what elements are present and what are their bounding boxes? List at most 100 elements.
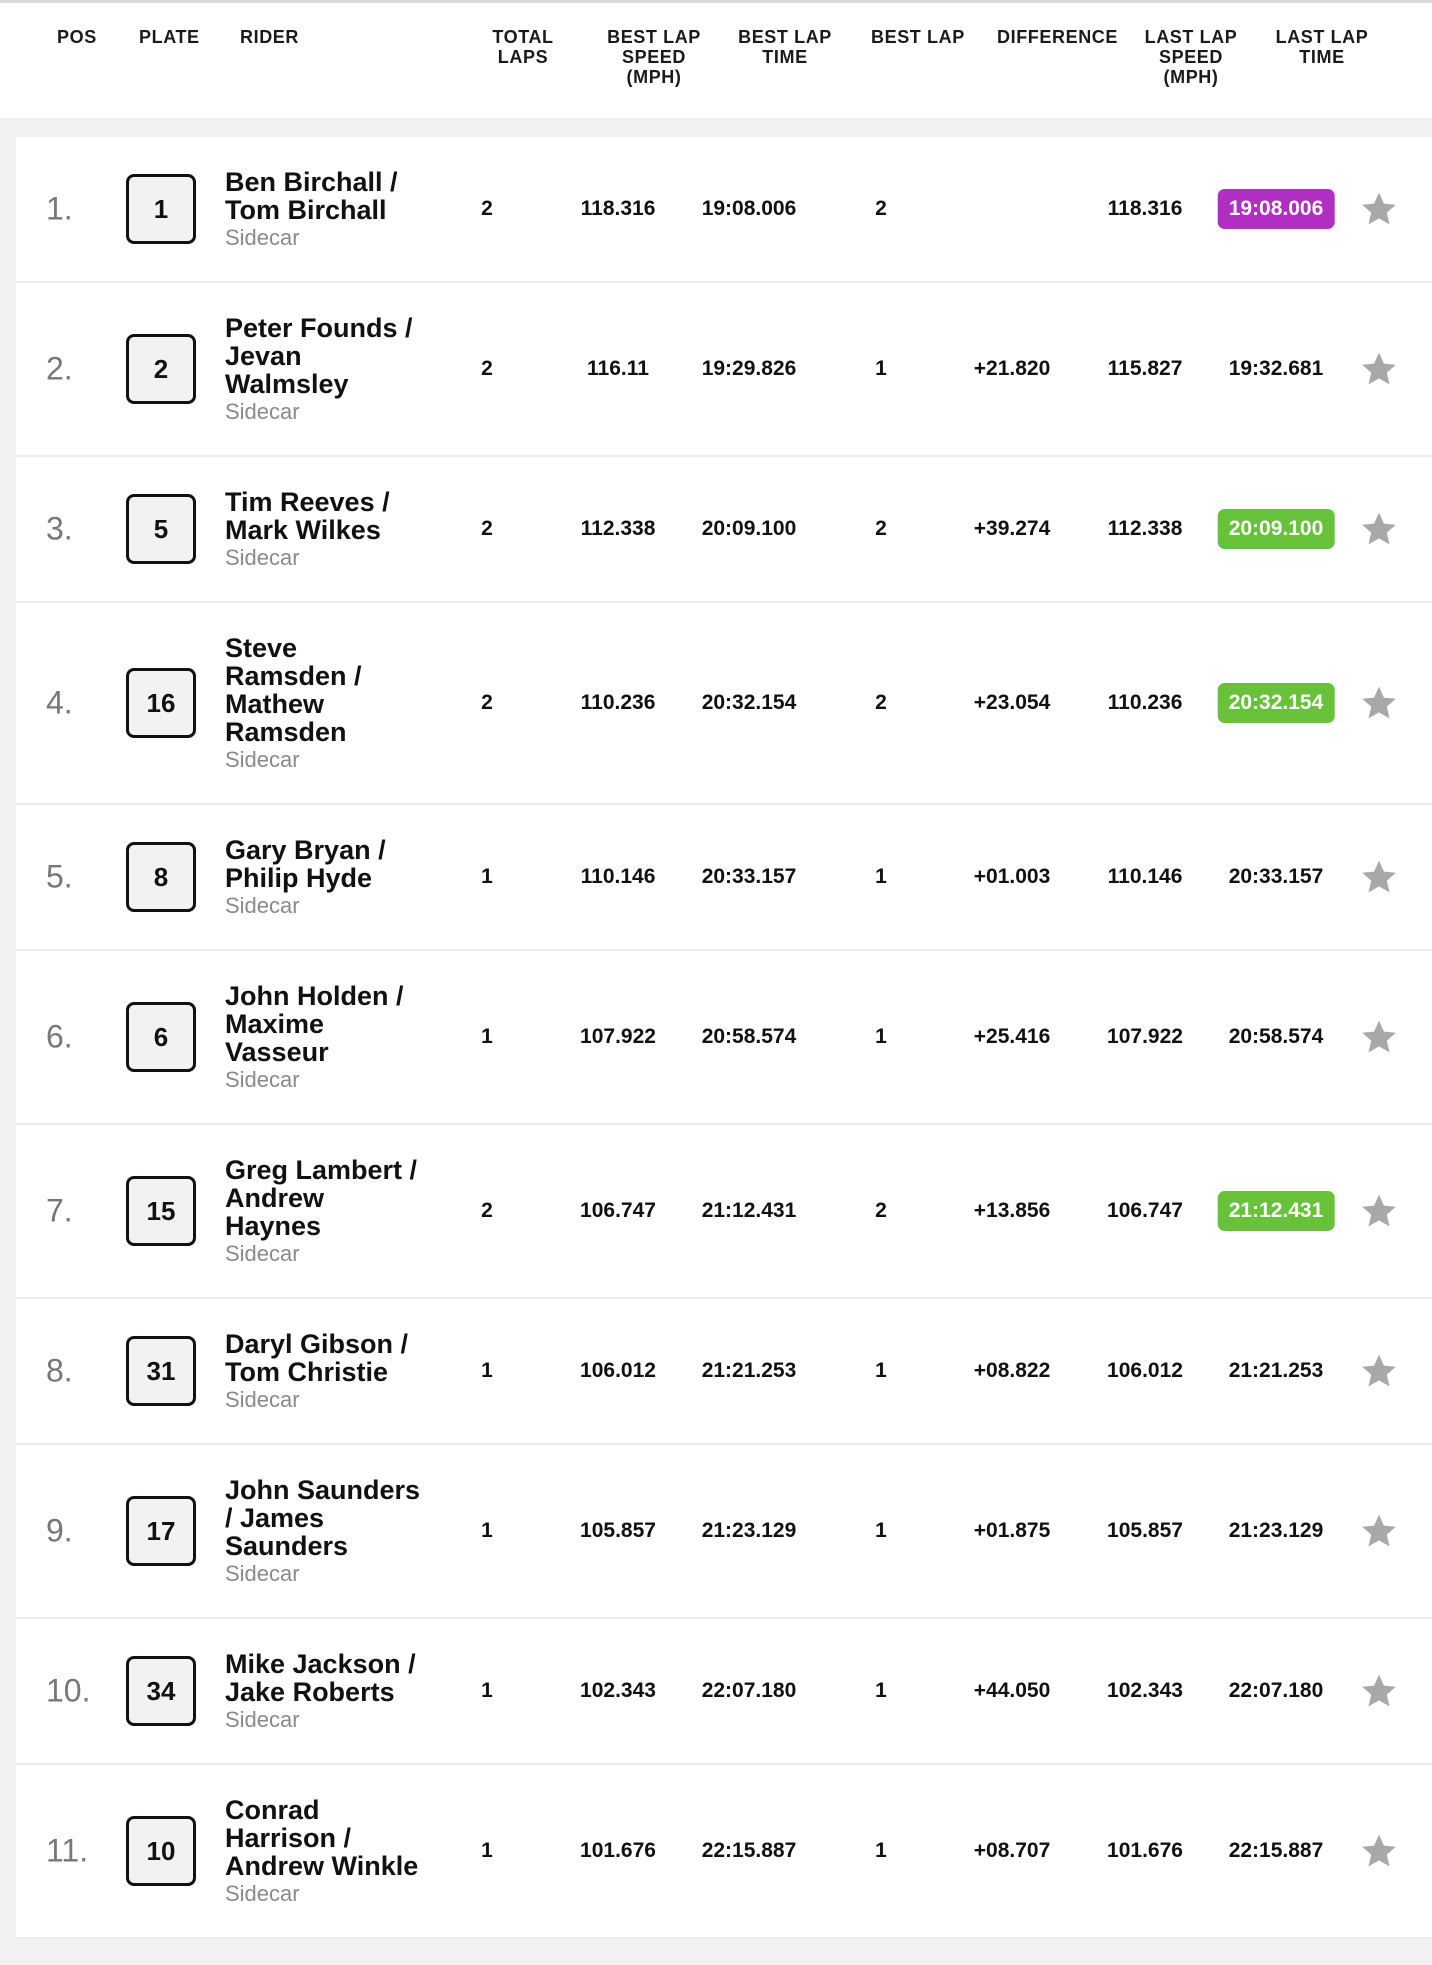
star-icon[interactable] [1359, 1831, 1399, 1871]
rider-cell: Mike Jackson / Jake Roberts Sidecar [225, 1650, 440, 1732]
star-icon[interactable] [1359, 857, 1399, 897]
last-lap-time: 19:08.006 [1217, 189, 1335, 229]
table-header: POS PLATE RIDER TOTAL LAPS BEST LAP SPEE… [0, 3, 1432, 118]
rider-class: Sidecar [225, 747, 300, 772]
best-lap-speed: 105.857 [580, 1519, 656, 1542]
plate-number: 5 [126, 494, 196, 564]
table-row[interactable]: 1. 1 Ben Birchall / Tom Birchall Sidecar 2 118… [16, 137, 1432, 283]
table-row[interactable]: 3. 5 Tim Reeves / Mark Wilkes Sidecar 2 112.33… [16, 457, 1432, 603]
top-divider [0, 0, 1432, 3]
rider-class: Sidecar [225, 1067, 300, 1092]
difference: +39.274 [973, 517, 1051, 540]
table-row[interactable]: 2. 2 Peter Founds / Jevan Walmsley Sidecar 2 11… [16, 283, 1432, 457]
total-laps: 1 [481, 865, 493, 888]
header-rider: RIDER [240, 27, 300, 47]
best-lap: 1 [875, 1679, 887, 1702]
best-lap-time: 19:29.826 [701, 357, 797, 380]
table-row[interactable]: 10. 34 Mike Jackson / Jake Roberts Sidecar 1 1… [16, 1619, 1432, 1765]
best-lap: 2 [875, 1199, 887, 1222]
best-lap: 2 [875, 691, 887, 714]
best-lap-speed: 112.338 [580, 517, 656, 540]
rider-name[interactable]: Gary Bryan / Philip Hyde [225, 835, 386, 893]
best-lap-speed: 110.236 [580, 691, 656, 714]
total-laps: 1 [481, 1839, 493, 1862]
table-row[interactable]: 11. 10 Conrad Harrison / Andrew Winkle Sideca… [16, 1765, 1432, 1939]
best-lap-time: 20:32.154 [701, 691, 797, 714]
rider-name[interactable]: Greg Lambert / Andrew Haynes [225, 1155, 418, 1241]
table-row[interactable]: 7. 15 Greg Lambert / Andrew Haynes Sidecar 2 10… [16, 1125, 1432, 1299]
position: 4. [46, 684, 73, 721]
last-lap-time: 21:12.431 [1217, 1191, 1335, 1231]
header-best-lap: BEST LAP [871, 27, 965, 47]
rider-name[interactable]: Tim Reeves / Mark Wilkes [225, 487, 390, 545]
table-row[interactable]: 9. 17 John Saunders / James Saunders Sidecar 1… [16, 1445, 1432, 1619]
rider-class: Sidecar [225, 1241, 300, 1266]
plate-number: 2 [126, 334, 196, 404]
best-lap-time: 19:08.006 [701, 197, 797, 220]
rider-name[interactable]: Steve Ramsden / Mathew Ramsden [225, 633, 362, 747]
difference: +44.050 [973, 1679, 1051, 1702]
difference: +01.875 [973, 1519, 1051, 1542]
rider-class: Sidecar [225, 545, 300, 570]
position: 3. [46, 510, 73, 547]
plate-number: 8 [126, 842, 196, 912]
table-row[interactable]: 4. 16 Steve Ramsden / Mathew Ramsden Sidecar 2 1… [16, 603, 1432, 805]
star-icon[interactable] [1359, 1351, 1399, 1391]
best-lap-time: 22:15.887 [701, 1839, 797, 1862]
rider-cell: Gary Bryan / Philip Hyde Sidecar [225, 836, 440, 918]
star-icon[interactable] [1359, 1017, 1399, 1057]
plate-number: 16 [126, 668, 196, 738]
table-row[interactable]: 8. 31 Daryl Gibson / Tom Christie Sidecar 1 10… [16, 1299, 1432, 1445]
last-lap-speed: 101.676 [1107, 1839, 1183, 1862]
rider-name[interactable]: Mike Jackson / Jake Roberts [225, 1649, 416, 1707]
rider-name[interactable]: Daryl Gibson / Tom Christie [225, 1329, 409, 1387]
last-lap-time: 19:32.681 [1228, 357, 1324, 380]
rider-name[interactable]: Peter Founds / Jevan Walmsley [225, 313, 413, 399]
star-icon[interactable] [1359, 1191, 1399, 1231]
rider-cell: Tim Reeves / Mark Wilkes Sidecar [225, 488, 440, 570]
last-lap-time: 20:32.154 [1217, 683, 1335, 723]
rider-class: Sidecar [225, 399, 300, 424]
last-lap-speed: 107.922 [1107, 1025, 1183, 1048]
position: 6. [46, 1018, 73, 1055]
difference: +21.820 [973, 357, 1051, 380]
rider-class: Sidecar [225, 225, 300, 250]
best-lap: 1 [875, 865, 887, 888]
table-row[interactable]: 6. 6 John Holden / Maxime Vasseur Sidecar 1 107… [16, 951, 1432, 1125]
star-icon[interactable] [1359, 509, 1399, 549]
last-lap-time: 21:21.253 [1228, 1359, 1324, 1382]
rider-cell: Steve Ramsden / Mathew Ramsden Sidecar [225, 634, 440, 772]
best-lap: 2 [875, 197, 887, 220]
last-lap-speed: 106.747 [1107, 1199, 1183, 1222]
best-lap: 1 [875, 1025, 887, 1048]
rider-name[interactable]: Conrad Harrison / Andrew Winkle [225, 1795, 419, 1881]
best-lap-time: 21:21.253 [701, 1359, 797, 1382]
rider-name[interactable]: John Holden / Maxime Vasseur [225, 981, 404, 1067]
plate-number: 6 [126, 1002, 196, 1072]
difference: +25.416 [973, 1025, 1051, 1048]
total-laps: 1 [481, 1025, 493, 1048]
last-lap-speed: 115.827 [1107, 357, 1183, 380]
star-icon[interactable] [1359, 189, 1399, 229]
star-icon[interactable] [1359, 683, 1399, 723]
star-icon[interactable] [1359, 1511, 1399, 1551]
best-lap-time: 20:58.574 [701, 1025, 797, 1048]
best-lap-speed: 110.146 [580, 865, 656, 888]
total-laps: 2 [481, 197, 493, 220]
rider-name[interactable]: John Saunders / James Saunders [225, 1475, 421, 1561]
star-icon[interactable] [1359, 349, 1399, 389]
last-lap-time: 20:58.574 [1228, 1025, 1324, 1048]
last-lap-speed: 110.146 [1107, 865, 1183, 888]
star-icon[interactable] [1359, 1671, 1399, 1711]
last-lap-time: 21:23.129 [1228, 1519, 1324, 1542]
last-lap-time: 22:07.180 [1228, 1679, 1324, 1702]
rider-cell: Daryl Gibson / Tom Christie Sidecar [225, 1330, 440, 1412]
rider-cell: Greg Lambert / Andrew Haynes Sidecar [225, 1156, 440, 1266]
best-lap: 1 [875, 1839, 887, 1862]
rider-cell: Peter Founds / Jevan Walmsley Sidecar [225, 314, 440, 424]
plate-number: 31 [126, 1336, 196, 1406]
total-laps: 2 [481, 357, 493, 380]
table-row[interactable]: 5. 8 Gary Bryan / Philip Hyde Sidecar 1 110.14… [16, 805, 1432, 951]
best-lap-speed: 106.747 [580, 1199, 656, 1222]
rider-name[interactable]: Ben Birchall / Tom Birchall [225, 167, 398, 225]
